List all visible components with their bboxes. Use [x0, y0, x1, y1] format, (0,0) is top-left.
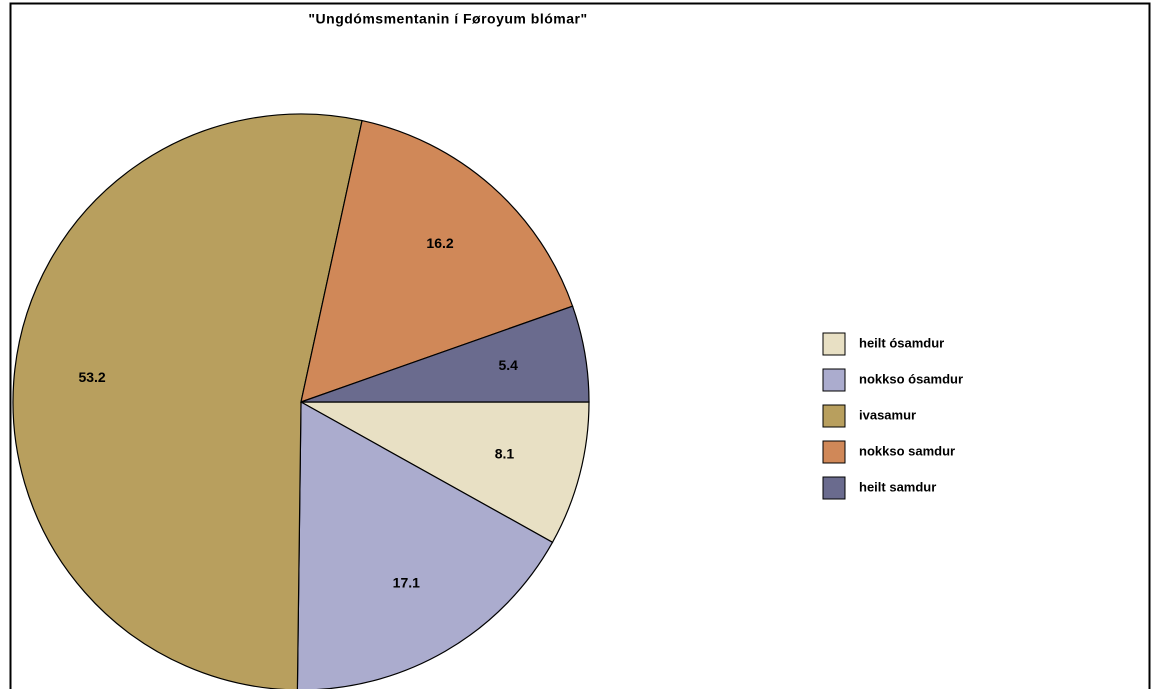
legend-label: ivasamur [859, 407, 916, 422]
pie-slice [296, 400, 554, 689]
pie-slice [12, 113, 363, 689]
legend-swatch [822, 440, 846, 464]
chart-title: "Ungdómsmentanin í Føroyum blómar" [308, 11, 587, 27]
legend-label: heilt ósamdur [859, 335, 944, 350]
data-label: 53.2 [78, 369, 105, 385]
legend-label: nokkso samdur [859, 443, 955, 458]
legend-swatch [822, 476, 846, 500]
legend-swatch [822, 404, 846, 428]
data-label: 8.1 [495, 446, 515, 462]
legend-swatch [822, 368, 846, 392]
pie-slice [298, 401, 590, 544]
legend-label: nokkso ósamdur [859, 371, 963, 386]
legend-label: heilt samdur [859, 479, 936, 494]
data-label: 17.1 [393, 575, 420, 591]
legend-swatch [822, 332, 846, 356]
data-label: 5.4 [498, 357, 518, 373]
data-label: 16.2 [426, 235, 453, 251]
pie-slice [300, 119, 574, 403]
pie-slice [300, 305, 590, 403]
